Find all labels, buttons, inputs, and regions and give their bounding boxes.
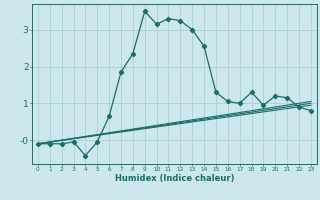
X-axis label: Humidex (Indice chaleur): Humidex (Indice chaleur) xyxy=(115,174,234,183)
